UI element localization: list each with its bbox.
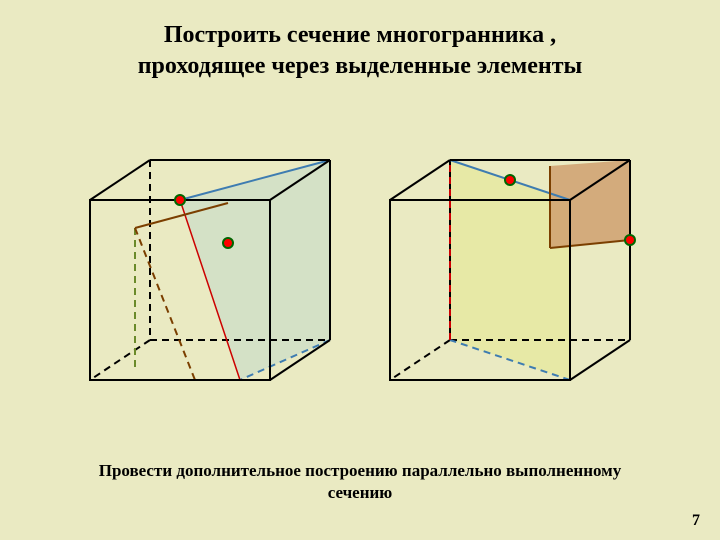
subtitle-line-1: Провести дополнительное построению парал…: [99, 461, 622, 480]
cube-left: [90, 160, 330, 410]
figures-row: [80, 130, 640, 420]
page-number: 7: [692, 512, 700, 530]
point-top-right: [505, 175, 515, 185]
subtitle-line-2: сечению: [328, 483, 393, 502]
page-subtitle: Провести дополнительное построению парал…: [0, 460, 720, 504]
title-line-1: Построить сечение многогранника ,: [164, 22, 556, 48]
point-inner-left: [223, 238, 233, 248]
parallel-fill-right: [550, 160, 630, 248]
title-line-2: проходящее через выделенные элементы: [138, 53, 583, 79]
page-title: Построить сечение многогранника , проход…: [0, 20, 720, 82]
point-top-left: [175, 195, 185, 205]
cube-right: [390, 160, 635, 380]
slide: Построить сечение многогранника , проход…: [0, 0, 720, 540]
figures-svg: [80, 130, 640, 420]
point-side-right: [625, 235, 635, 245]
